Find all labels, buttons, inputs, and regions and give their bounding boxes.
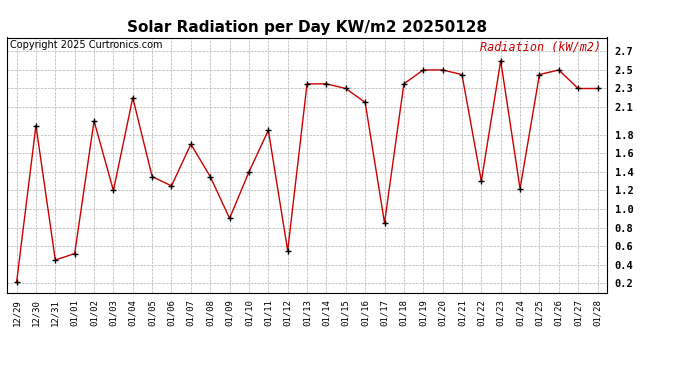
Title: Solar Radiation per Day KW/m2 20250128: Solar Radiation per Day KW/m2 20250128 bbox=[127, 20, 487, 35]
Text: Radiation (kW/m2): Radiation (kW/m2) bbox=[480, 40, 601, 53]
Text: Copyright 2025 Curtronics.com: Copyright 2025 Curtronics.com bbox=[10, 40, 162, 50]
